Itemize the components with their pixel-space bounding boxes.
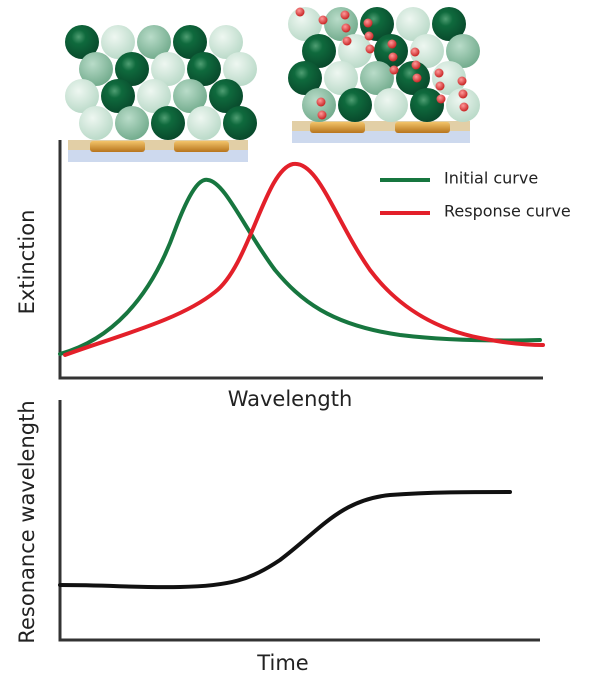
nanoparticle: [302, 34, 336, 68]
analyte-molecule: [364, 31, 374, 41]
nanoparticle: [115, 106, 149, 140]
analyte-molecule: [411, 60, 421, 70]
nanoparticle: [65, 25, 99, 59]
nanoparticle: [288, 7, 322, 41]
nanoparticle: [288, 61, 322, 95]
resonance-curve: [58, 490, 512, 590]
analyte-molecule: [340, 10, 350, 20]
nanoparticle: [137, 25, 171, 59]
analyte-molecule: [342, 36, 352, 46]
legend-label: Initial curve: [444, 169, 538, 188]
analyte-molecule: [459, 102, 469, 112]
axes: [58, 400, 540, 642]
layer: [292, 121, 470, 131]
illustrations: [65, 7, 480, 162]
analyte-molecule: [365, 44, 375, 54]
nanoparticle: [209, 79, 243, 113]
substrate: [68, 150, 248, 162]
nanoparticle: [209, 25, 243, 59]
nanoparticle: [432, 7, 466, 41]
substrate: [292, 131, 470, 143]
nanoparticle: [374, 88, 408, 122]
nanoparticle: [173, 79, 207, 113]
nanoparticle: [410, 34, 444, 68]
nanoparticle: [115, 52, 149, 86]
nanoparticle: [396, 7, 430, 41]
nanoparticle: [101, 79, 135, 113]
nanoparticle: [187, 52, 221, 86]
layer: [68, 140, 248, 150]
nanoparticle: [324, 61, 358, 95]
nanoparticle: [360, 61, 394, 95]
nanoparticle: [374, 34, 408, 68]
analyte-molecule: [436, 94, 446, 104]
nanoparticle: [173, 25, 207, 59]
nanoparticle: [101, 25, 135, 59]
analyte-molecule: [435, 81, 445, 91]
analyte-molecule: [317, 110, 327, 120]
nanoparticle: [223, 106, 257, 140]
analyte-molecule: [341, 23, 351, 33]
analyte-molecule: [410, 47, 420, 57]
gold-pad: [174, 141, 229, 152]
bottom-panel: Resonance wavelength Time: [15, 400, 540, 675]
nanoparticle: [79, 106, 113, 140]
x-axis-label: Wavelength: [228, 387, 353, 411]
response-curve: [63, 161, 545, 357]
gold-pad: [310, 122, 365, 133]
analyte-molecule: [316, 97, 326, 107]
nanoparticle: [410, 88, 444, 122]
nanoparticle: [151, 52, 185, 86]
nanoparticle: [446, 34, 480, 68]
initial-curve: [58, 177, 542, 356]
x-axis-label: Time: [256, 651, 308, 675]
nanoparticle: [223, 52, 257, 86]
nanoparticle: [137, 79, 171, 113]
y-axis-label: Extinction: [15, 210, 39, 315]
nanoparticle: [79, 52, 113, 86]
nanoparticle: [187, 106, 221, 140]
axes: [58, 140, 543, 380]
analyte-molecule: [434, 68, 444, 78]
gold-pad: [90, 141, 145, 152]
analyte-molecule: [389, 65, 399, 75]
analyte-molecule: [363, 18, 373, 28]
top-panel: Initial curve Response curve Extinction …: [15, 140, 571, 411]
nanoparticle: [65, 79, 99, 113]
nanoparticle: [338, 88, 372, 122]
analyte-molecule: [457, 76, 467, 86]
legend-label: Response curve: [444, 202, 571, 221]
analyte-molecule: [295, 7, 305, 17]
analyte-molecule: [388, 52, 398, 62]
analyte-molecule: [387, 39, 397, 49]
analyte-molecule: [318, 15, 328, 25]
analyte-molecule: [458, 89, 468, 99]
nanoparticle: [151, 106, 185, 140]
gold-pad: [395, 122, 450, 133]
analyte-molecule: [412, 73, 422, 83]
nanoparticle: [324, 7, 358, 41]
y-axis-label: Resonance wavelength: [15, 400, 39, 643]
